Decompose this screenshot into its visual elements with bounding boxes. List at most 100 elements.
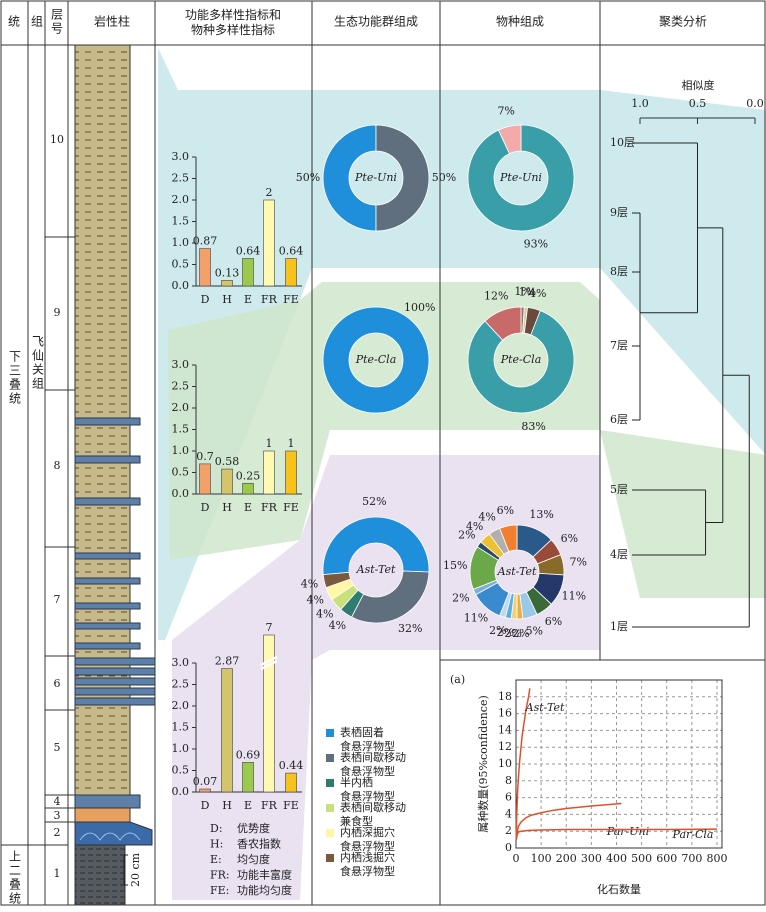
series-label: 上二叠统 (8, 850, 22, 906)
column-header: 岩性柱 (94, 14, 130, 29)
bar (221, 668, 233, 793)
value-label: 11% (464, 612, 488, 625)
legend-swatch (326, 804, 334, 812)
layer-number: 7 (54, 593, 61, 606)
pie-title: Ast-Tet (356, 563, 396, 576)
x-tick-label: D (201, 293, 210, 306)
value-label: 0.64 (279, 244, 304, 257)
leaf-label: 9层 (610, 206, 628, 219)
y-tick-label: 2.0 (172, 193, 190, 206)
y-tick-label: 10 (498, 757, 512, 770)
value-label: 93% (524, 237, 548, 250)
value-label: 32% (398, 622, 422, 635)
y-tick-label: 1.5 (172, 423, 190, 436)
y-tick-label: 4 (505, 807, 512, 820)
legend-abbr: E: (210, 853, 222, 866)
pie-slice (322, 516, 430, 576)
bar (221, 280, 233, 287)
layer-number: 10 (50, 133, 64, 146)
value-label: 83% (521, 420, 545, 433)
value-label: 2% (489, 624, 506, 637)
value-label: 50% (432, 171, 456, 184)
column-header: 功能多样性指标和物种多样性指标 (185, 7, 281, 37)
value-label: 52% (362, 495, 386, 508)
legend-text: 优势度 (237, 821, 270, 835)
series-label: 下三叠统 (8, 350, 22, 406)
bar (199, 788, 211, 793)
formation-label: 飞仙关组 (31, 335, 45, 391)
axis-title: 相似度 (682, 78, 715, 92)
value-label: 4% (301, 577, 318, 590)
value-label: 0.44 (279, 759, 304, 772)
x-tick-label: D (201, 799, 210, 812)
legend-text: 内栖浅掘穴食悬浮物型 (340, 850, 395, 878)
leaf-label: 1层 (610, 620, 628, 633)
value-label: 2% (512, 627, 529, 640)
bar (285, 450, 297, 495)
pie-title: Pte-Uni (354, 171, 397, 184)
x-tick-label: 200 (556, 852, 577, 865)
value-label: 6% (561, 532, 578, 545)
y-tick-label: 0.0 (172, 487, 190, 500)
axis-break (260, 655, 278, 671)
leaf-label: 10层 (610, 136, 635, 149)
leaf-label: 6层 (610, 413, 628, 426)
bar (263, 199, 275, 287)
x-axis-title: 化石数量 (597, 882, 641, 896)
x-tick-label: D (201, 501, 210, 514)
pie-slice (499, 524, 518, 553)
plot-frame (515, 679, 723, 849)
bar (263, 634, 275, 793)
panel-label: (a) (450, 673, 465, 686)
y-tick-label: 14 (498, 723, 512, 736)
value-label: 1% (514, 285, 531, 298)
value-label: 4% (529, 287, 546, 300)
value-label: 2 (266, 186, 273, 199)
value-label: 0.69 (236, 748, 261, 761)
x-tick-label: H (222, 799, 232, 812)
column-header: 组 (31, 15, 43, 29)
column-header: 层号 (50, 8, 64, 36)
value-label: 2% (458, 529, 475, 542)
legend-swatch (326, 729, 334, 737)
lithology-column (74, 44, 156, 906)
value-label: 6% (545, 615, 562, 628)
value-label: 2% (497, 626, 514, 639)
series-label: Ast-Tet (525, 701, 565, 714)
pie-slice (351, 570, 430, 624)
x-tick-label: 700 (681, 852, 702, 865)
value-label: 7 (266, 621, 273, 634)
value-label: 0.07 (193, 775, 218, 788)
value-label: 6% (497, 504, 514, 517)
column-header: 统 (8, 15, 20, 29)
value-label: 0.87 (193, 235, 218, 248)
y-tick-label: 0.5 (172, 764, 190, 777)
y-tick-label: 1.5 (172, 215, 190, 228)
x-tick-label: FR (261, 799, 278, 812)
value-label: 0.64 (236, 244, 261, 257)
x-tick-label: 0 (513, 852, 520, 865)
y-tick-label: 1.0 (172, 236, 190, 249)
legend-abbr: FE: (210, 884, 229, 897)
bar (221, 468, 233, 495)
legend-abbr: H: (210, 838, 223, 851)
legend-text: 内栖深掘穴食悬浮物型 (340, 825, 395, 853)
x-tick-label: FE (283, 501, 299, 514)
pie-title: Pte-Cla (355, 353, 397, 366)
value-label: 1 (288, 437, 295, 450)
bar (199, 463, 211, 495)
y-tick-label: 2.0 (172, 699, 190, 712)
y-tick-label: 0 (505, 841, 512, 854)
legend-swatch (326, 854, 334, 862)
legend-text: 功能均匀度 (237, 883, 292, 897)
x-tick-label: FE (283, 799, 299, 812)
legend-swatch (326, 829, 334, 837)
x-tick-label: 100 (531, 852, 552, 865)
x-tick-label: 300 (581, 852, 602, 865)
layer-number: 6 (54, 677, 61, 690)
leaf-label: 5层 (610, 483, 628, 496)
legend-swatch (326, 754, 334, 762)
y-tick-label: 0.5 (172, 466, 190, 479)
y-tick-label: 2.5 (172, 678, 190, 691)
value-label: 0.7 (196, 450, 214, 463)
